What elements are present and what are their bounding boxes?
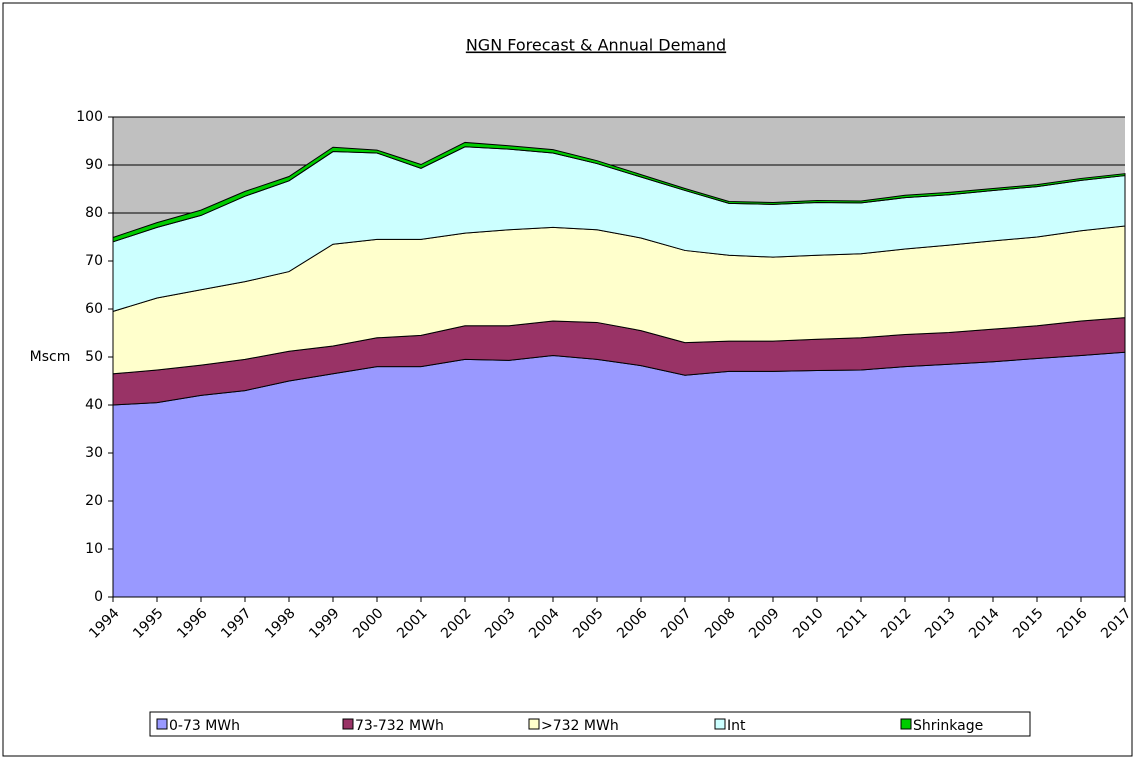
area [112,141,1126,243]
y-tick-label: 10 [85,541,103,557]
chart-title: NGN Forecast & Annual Demand [466,36,726,55]
legend-label: 0-73 MWh [169,718,240,734]
y-tick-label: 80 [85,205,103,221]
legend-label: Shrinkage [913,718,983,734]
legend-box [149,711,1031,737]
legend-label: >732 MWh [541,718,619,734]
y-tick-label: 40 [85,397,103,413]
legend-marker [900,718,912,730]
legend-label: 73-732 MWh [355,718,444,734]
y-tick-label: 30 [85,445,103,461]
legend-marker [342,718,354,730]
y-tick-label: 0 [94,589,103,605]
area [112,351,1126,598]
y-tick-label: 100 [76,109,103,125]
legend-marker [156,718,168,730]
legend-label: Int [727,718,746,734]
y-tick-label: 60 [85,301,103,317]
y-tick-label: 50 [85,349,103,365]
y-axis-label: Mscm [30,349,71,365]
y-tick-label: 90 [85,157,103,173]
legend-marker [714,718,726,730]
y-tick-label: 20 [85,493,103,509]
legend-marker [528,718,540,730]
y-tick-label: 70 [85,253,103,269]
